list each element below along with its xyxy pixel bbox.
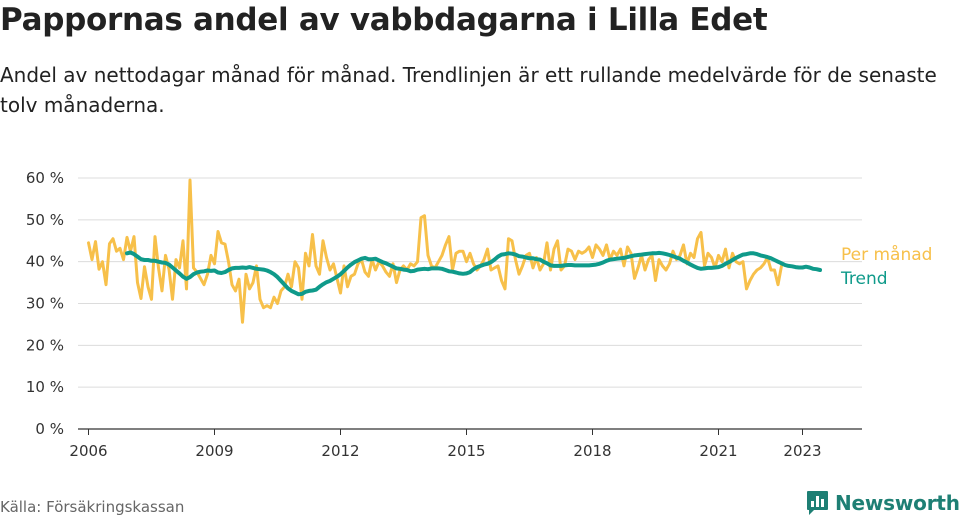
y-tick-label: 20 % bbox=[26, 336, 64, 354]
source-note: Källa: Försäkringskassan bbox=[0, 498, 185, 516]
series-lines bbox=[87, 178, 822, 324]
legend: Per månad Trend bbox=[840, 244, 932, 289]
brand-name: Newsworthy bbox=[835, 491, 960, 515]
chart-subtitle: Andel av nettodagar månad för månad. Tre… bbox=[0, 63, 937, 117]
y-axis-tick-labels: 0 % 10 % 20 % 30 % 40 % 50 % 60 % bbox=[26, 169, 64, 438]
y-tick-label: 60 % bbox=[26, 169, 64, 187]
legend-label-trend: Trend bbox=[840, 269, 888, 289]
x-tick-label: 2021 bbox=[699, 442, 737, 460]
y-tick-label: 10 % bbox=[26, 378, 64, 396]
x-tick-label: 2023 bbox=[783, 442, 821, 460]
x-tick-label: 2009 bbox=[195, 442, 233, 460]
x-tick-label: 2006 bbox=[69, 442, 107, 460]
legend-label-per-manad: Per månad bbox=[841, 244, 932, 265]
y-tick-label: 30 % bbox=[26, 295, 64, 313]
series-line-trend bbox=[125, 250, 822, 297]
y-tick-label: 0 % bbox=[35, 420, 64, 438]
y-tick-label: 50 % bbox=[26, 211, 64, 229]
x-axis: 2006 2009 2012 2015 2018 2021 2023 bbox=[69, 428, 862, 460]
x-tick-label: 2015 bbox=[447, 442, 485, 460]
chart-title: Pappornas andel av vabbdagarna i Lilla E… bbox=[0, 2, 768, 38]
y-tick-label: 40 % bbox=[26, 253, 64, 271]
x-tick-label: 2018 bbox=[573, 442, 611, 460]
brand-logo[interactable]: Newsworthy bbox=[806, 490, 960, 516]
newsworthy-logo-icon bbox=[807, 491, 828, 515]
x-tick-label: 2012 bbox=[321, 442, 359, 460]
series-line-per-manad bbox=[87, 178, 783, 324]
